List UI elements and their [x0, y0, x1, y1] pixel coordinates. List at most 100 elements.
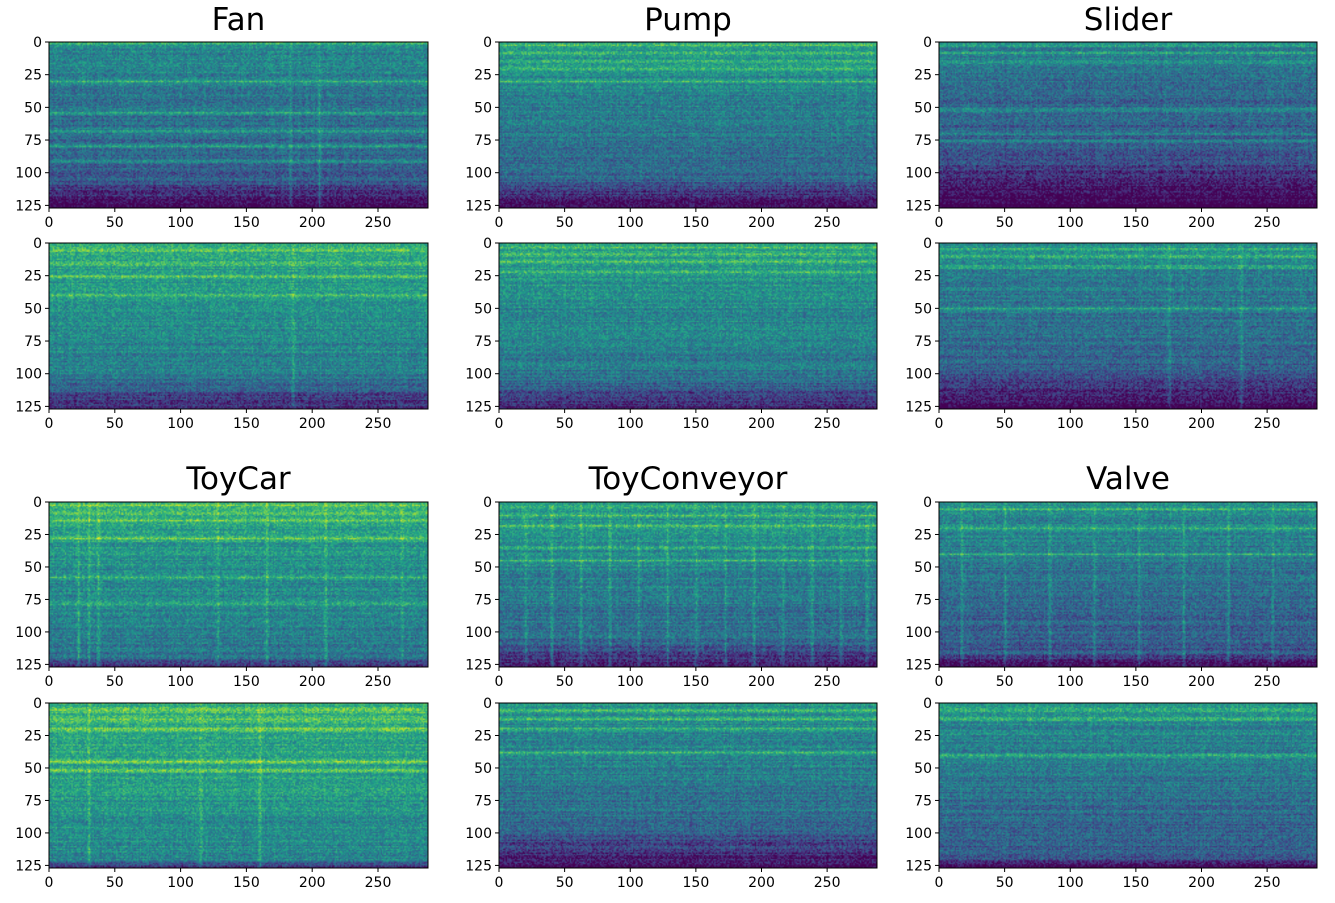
- y-tick-label: 100: [465, 625, 492, 641]
- x-tick-label: 200: [1188, 875, 1215, 891]
- x-tick-label: 250: [814, 215, 841, 231]
- y-tick-label: 75: [474, 133, 492, 149]
- x-tick-label: 0: [495, 416, 504, 432]
- x-tick-label: 100: [617, 875, 644, 891]
- panel-title: Slider: [1084, 2, 1173, 38]
- y-tick-label: 100: [15, 166, 42, 182]
- y-tick-label: 50: [24, 560, 42, 576]
- x-tick-label: 100: [1057, 674, 1084, 690]
- spectrogram-bottom: [49, 703, 428, 868]
- x-tick-label: 0: [935, 215, 944, 231]
- x-tick-label: 200: [1188, 674, 1215, 690]
- spectrogram-bottom: [939, 703, 1317, 868]
- x-tick-label: 50: [996, 416, 1014, 432]
- y-tick-label: 25: [474, 68, 492, 84]
- y-tick-label: 0: [33, 236, 42, 252]
- x-tick-label: 50: [106, 215, 124, 231]
- y-tick-label: 25: [474, 728, 492, 744]
- x-tick-label: 0: [935, 674, 944, 690]
- y-tick-label: 75: [24, 793, 42, 809]
- panel-title: Pump: [644, 2, 732, 38]
- y-tick-label: 0: [483, 495, 492, 511]
- spectrogram-top: [49, 42, 428, 208]
- x-tick-label: 250: [814, 416, 841, 432]
- x-tick-label: 50: [556, 875, 574, 891]
- y-tick-label: 50: [914, 301, 932, 317]
- x-tick-label: 150: [1123, 875, 1150, 891]
- x-tick-label: 0: [45, 875, 54, 891]
- y-tick-label: 100: [905, 826, 932, 842]
- y-tick-label: 75: [914, 133, 932, 149]
- x-tick-label: 50: [106, 674, 124, 690]
- y-tick-label: 125: [465, 399, 492, 415]
- x-tick-label: 200: [748, 875, 775, 891]
- y-tick-label: 50: [474, 301, 492, 317]
- y-tick-label: 75: [914, 334, 932, 350]
- x-tick-label: 150: [683, 875, 710, 891]
- y-tick-label: 25: [474, 527, 492, 543]
- x-tick-label: 150: [233, 674, 260, 690]
- plot-frame: [48, 702, 429, 869]
- y-tick-label: 100: [15, 826, 42, 842]
- plot-frame: [498, 702, 878, 869]
- y-tick-label: 0: [923, 495, 932, 511]
- y-tick-label: 75: [914, 793, 932, 809]
- x-tick-label: 150: [1123, 215, 1150, 231]
- plot-frame: [48, 501, 429, 668]
- x-tick-label: 250: [814, 875, 841, 891]
- x-tick-label: 0: [935, 416, 944, 432]
- x-tick-label: 0: [935, 875, 944, 891]
- x-tick-label: 250: [814, 674, 841, 690]
- x-tick-label: 200: [748, 416, 775, 432]
- x-tick-label: 150: [233, 875, 260, 891]
- y-tick-label: 25: [24, 527, 42, 543]
- y-tick-label: 75: [24, 334, 42, 350]
- x-tick-label: 150: [683, 416, 710, 432]
- y-tick-label: 0: [33, 696, 42, 712]
- x-tick-label: 0: [495, 674, 504, 690]
- y-tick-label: 100: [905, 367, 932, 383]
- y-tick-label: 0: [483, 35, 492, 51]
- y-tick-label: 125: [15, 657, 42, 673]
- y-tick-label: 100: [465, 826, 492, 842]
- spectrogram-top: [499, 42, 877, 208]
- spectrogram-top: [939, 502, 1317, 667]
- x-tick-label: 150: [683, 674, 710, 690]
- y-tick-label: 0: [923, 35, 932, 51]
- y-tick-label: 0: [33, 495, 42, 511]
- x-tick-label: 50: [996, 215, 1014, 231]
- x-tick-label: 100: [617, 215, 644, 231]
- x-tick-label: 250: [365, 215, 392, 231]
- plot-frame: [938, 41, 1318, 209]
- x-tick-label: 200: [299, 416, 326, 432]
- y-tick-label: 125: [905, 858, 932, 874]
- x-tick-label: 200: [748, 674, 775, 690]
- y-tick-label: 100: [15, 367, 42, 383]
- y-tick-label: 50: [24, 761, 42, 777]
- y-tick-label: 50: [24, 301, 42, 317]
- spectrogram-bottom: [939, 243, 1317, 409]
- y-tick-label: 25: [914, 527, 932, 543]
- plot-frame: [48, 41, 429, 209]
- x-tick-label: 50: [556, 416, 574, 432]
- y-tick-label: 125: [465, 858, 492, 874]
- plot-frame: [938, 242, 1318, 410]
- x-tick-label: 50: [996, 674, 1014, 690]
- y-tick-label: 0: [923, 236, 932, 252]
- y-tick-label: 75: [474, 334, 492, 350]
- y-tick-label: 50: [474, 560, 492, 576]
- spectrogram-bottom: [499, 703, 877, 868]
- y-tick-label: 100: [465, 166, 492, 182]
- panel-title: Valve: [1086, 461, 1170, 497]
- spectrogram-top: [49, 502, 428, 667]
- y-tick-label: 125: [905, 399, 932, 415]
- spectrogram-bottom: [49, 243, 428, 409]
- x-tick-label: 250: [365, 875, 392, 891]
- panel-title: ToyConveyor: [588, 461, 788, 497]
- x-tick-label: 50: [106, 875, 124, 891]
- y-tick-label: 75: [914, 592, 932, 608]
- spectrogram-top: [939, 42, 1317, 208]
- x-tick-label: 200: [299, 875, 326, 891]
